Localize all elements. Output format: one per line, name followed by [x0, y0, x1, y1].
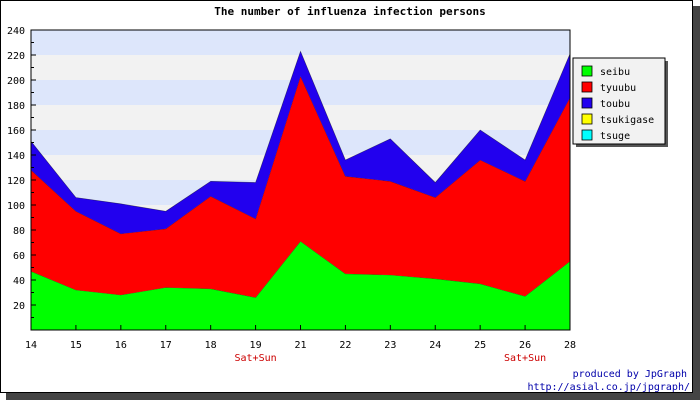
legend-label-tyuubu: tyuubu	[600, 83, 636, 94]
legend-swatch-tyuubu	[581, 81, 593, 93]
x-tick-label: 23	[384, 340, 396, 351]
legend-label-tsuge: tsuge	[600, 131, 630, 142]
legend-label-toubu: toubu	[600, 99, 630, 110]
x-tick-label: 18	[205, 340, 217, 351]
y-tick-label: 220	[7, 51, 25, 62]
x-tick-label: 14	[25, 340, 37, 351]
y-tick-label: 140	[7, 151, 25, 162]
y-tick-label: 60	[13, 251, 25, 262]
credit-line2[interactable]: http://asial.co.jp/jpgraph/	[527, 382, 690, 393]
stacked-areas	[30, 50, 571, 330]
x-tick-label: 25	[474, 340, 486, 351]
legend-swatch-tsukigase	[581, 113, 593, 125]
x-tick-label: 28	[564, 340, 576, 351]
y-tick-label: 40	[13, 276, 25, 287]
frame-shadow-bottom	[6, 393, 700, 400]
legend-label-seibu: seibu	[600, 67, 630, 78]
y-tick-label: 200	[7, 76, 25, 87]
chart-title: The number of influenza infection person…	[214, 5, 486, 18]
y-tick-label: 180	[7, 101, 25, 112]
y-tick-label: 160	[7, 126, 25, 137]
x-tick-label: 24	[429, 340, 441, 351]
x-tick-label: 17	[160, 340, 172, 351]
area-toubu	[31, 51, 570, 234]
y-tick-label: 100	[7, 201, 25, 212]
frame-shadow-right	[693, 6, 700, 400]
x-tick-note: Sat+Sun	[504, 353, 546, 364]
x-tick-label: 21	[294, 340, 306, 351]
x-tick-label: 19	[250, 340, 262, 351]
area-tyuubu	[31, 76, 570, 298]
legend: seibu tyuubu toubu tsukigase tsuge	[572, 57, 668, 147]
credit-line1[interactable]: produced by JpGraph	[573, 369, 687, 380]
x-tick-note: Sat+Sun	[235, 353, 277, 364]
y-tick-label: 240	[7, 26, 25, 37]
area-edge-toubu	[30, 50, 571, 212]
legend-swatch-tsuge	[581, 129, 593, 141]
legend-swatch-toubu	[581, 97, 593, 109]
legend-label-tsukigase: tsukigase	[600, 115, 654, 126]
x-tick-label: 15	[70, 340, 82, 351]
y-tick-label: 120	[7, 176, 25, 187]
area-seibu	[31, 241, 570, 330]
axes: 20 40 60 80 100 120 140 160 180 200 220 240 14 15 16 17…	[7, 26, 576, 364]
y-tick-label: 20	[13, 301, 25, 312]
y-tick-label: 80	[13, 226, 25, 237]
x-tick-label: 22	[339, 340, 351, 351]
x-tick-label: 26	[519, 340, 531, 351]
x-tick-label: 16	[115, 340, 127, 351]
legend-swatch-seibu	[581, 65, 593, 77]
